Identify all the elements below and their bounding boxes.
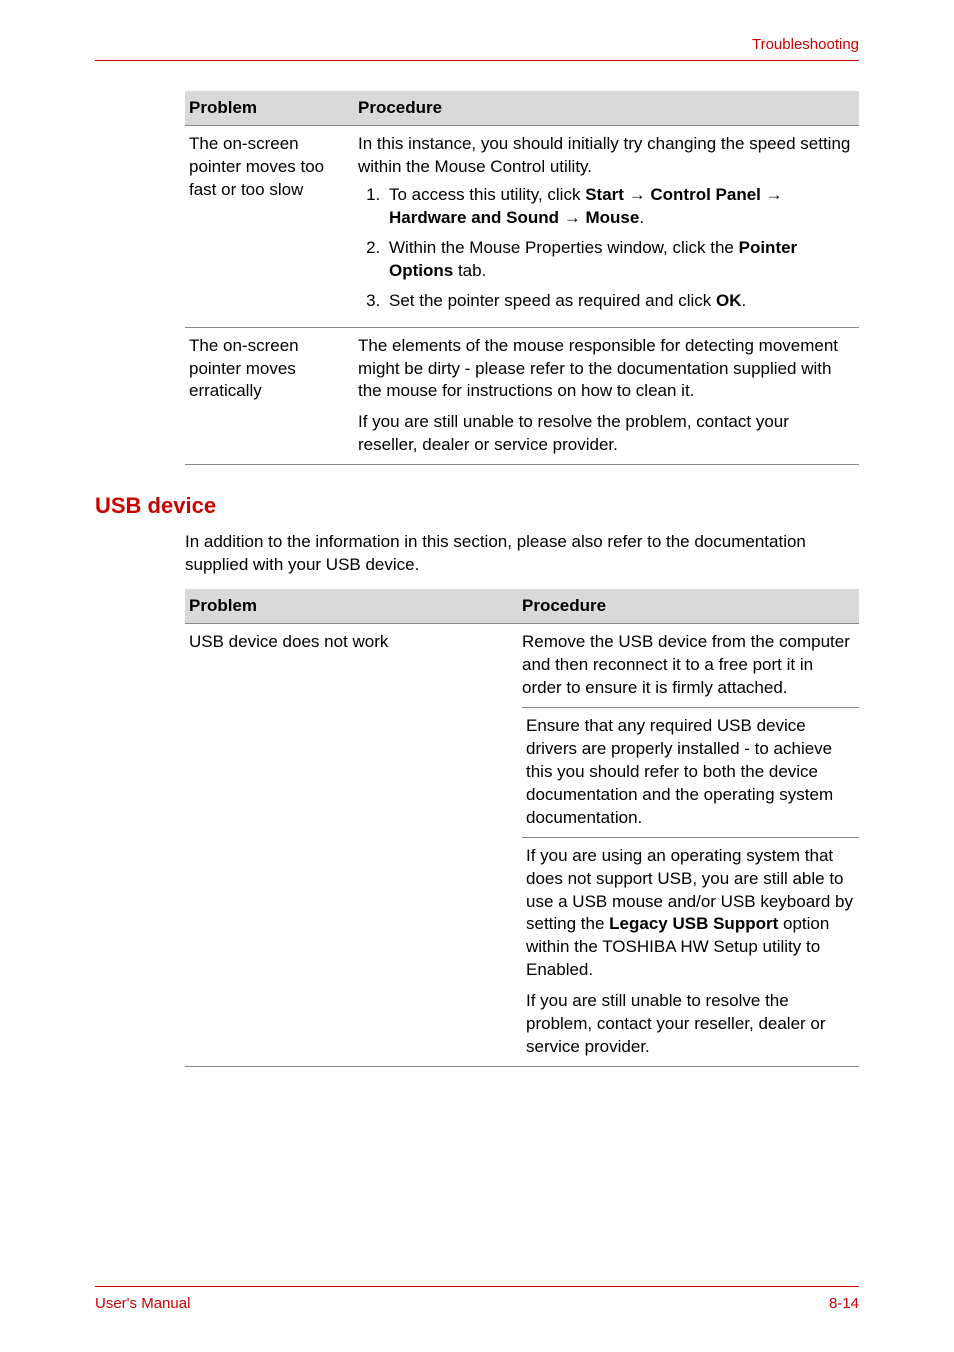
step-text: Within the Mouse Properties window, clic… [389,238,739,257]
step-text: . [639,208,644,227]
procedure-cell: In this instance, you should initially t… [358,126,859,328]
problem-cell: USB device does not work [185,624,522,1067]
step-bold: OK [716,291,742,310]
troubleshooting-table-mouse: Problem Procedure The on-screen pointer … [185,91,859,465]
procedure-para: If you are still unable to resolve the p… [358,411,853,457]
step-item: To access this utility, click Start → Co… [385,184,853,230]
arrow-icon: → [624,185,650,204]
usb-section-heading: USB device [95,493,859,519]
usb-intro: In addition to the information in this s… [185,531,859,577]
procedure-para: The elements of the mouse responsible fo… [358,335,853,404]
page-header: Troubleshooting [95,36,859,61]
table-row: USB device does not work Remove the USB … [185,624,859,708]
step-bold: Hardware and Sound [389,208,559,227]
step-bold: Mouse [585,208,639,227]
procedure-para: If you are still unable to resolve the p… [526,990,853,1059]
step-text: Set the pointer speed as required and cl… [389,291,716,310]
footer-left: User's Manual [95,1295,190,1312]
problem-cell: The on-screen pointer moves too fast or … [185,126,358,328]
procedure-steps: To access this utility, click Start → Co… [385,184,853,313]
table-row: The on-screen pointer moves too fast or … [185,126,859,328]
col-header-problem: Problem [185,589,522,624]
para-bold: Legacy USB Support [609,914,778,933]
content-area: Problem Procedure The on-screen pointer … [185,91,859,465]
procedure-cell: Ensure that any required USB device driv… [522,707,859,837]
col-header-procedure: Procedure [522,589,859,624]
table-header-row: Problem Procedure [185,589,859,624]
step-bold: Control Panel [650,185,761,204]
arrow-icon: → [559,208,585,227]
problem-cell: The on-screen pointer moves erratically [185,327,358,465]
step-item: Set the pointer speed as required and cl… [385,290,853,313]
step-text: tab. [453,261,486,280]
table-header-row: Problem Procedure [185,91,859,126]
procedure-intro: In this instance, you should initially t… [358,133,853,179]
arrow-icon: → [761,185,783,204]
page-footer: User's Manual 8-14 [95,1286,859,1312]
col-header-problem: Problem [185,91,358,126]
step-text: To access this utility, click [389,185,585,204]
header-section-label: Troubleshooting [752,36,859,53]
table-row: The on-screen pointer moves erratically … [185,327,859,465]
step-item: Within the Mouse Properties window, clic… [385,237,853,283]
usb-content-area: In addition to the information in this s… [185,531,859,1067]
procedure-cell: If you are using an operating system tha… [522,837,859,1066]
col-header-procedure: Procedure [358,91,859,126]
step-text: . [741,291,746,310]
procedure-cell: Remove the USB device from the computer … [522,624,859,708]
troubleshooting-table-usb: Problem Procedure USB device does not wo… [185,589,859,1067]
step-bold: Start [585,185,624,204]
procedure-cell: The elements of the mouse responsible fo… [358,327,859,465]
procedure-para: If you are using an operating system tha… [526,845,853,983]
footer-right: 8-14 [829,1295,859,1312]
